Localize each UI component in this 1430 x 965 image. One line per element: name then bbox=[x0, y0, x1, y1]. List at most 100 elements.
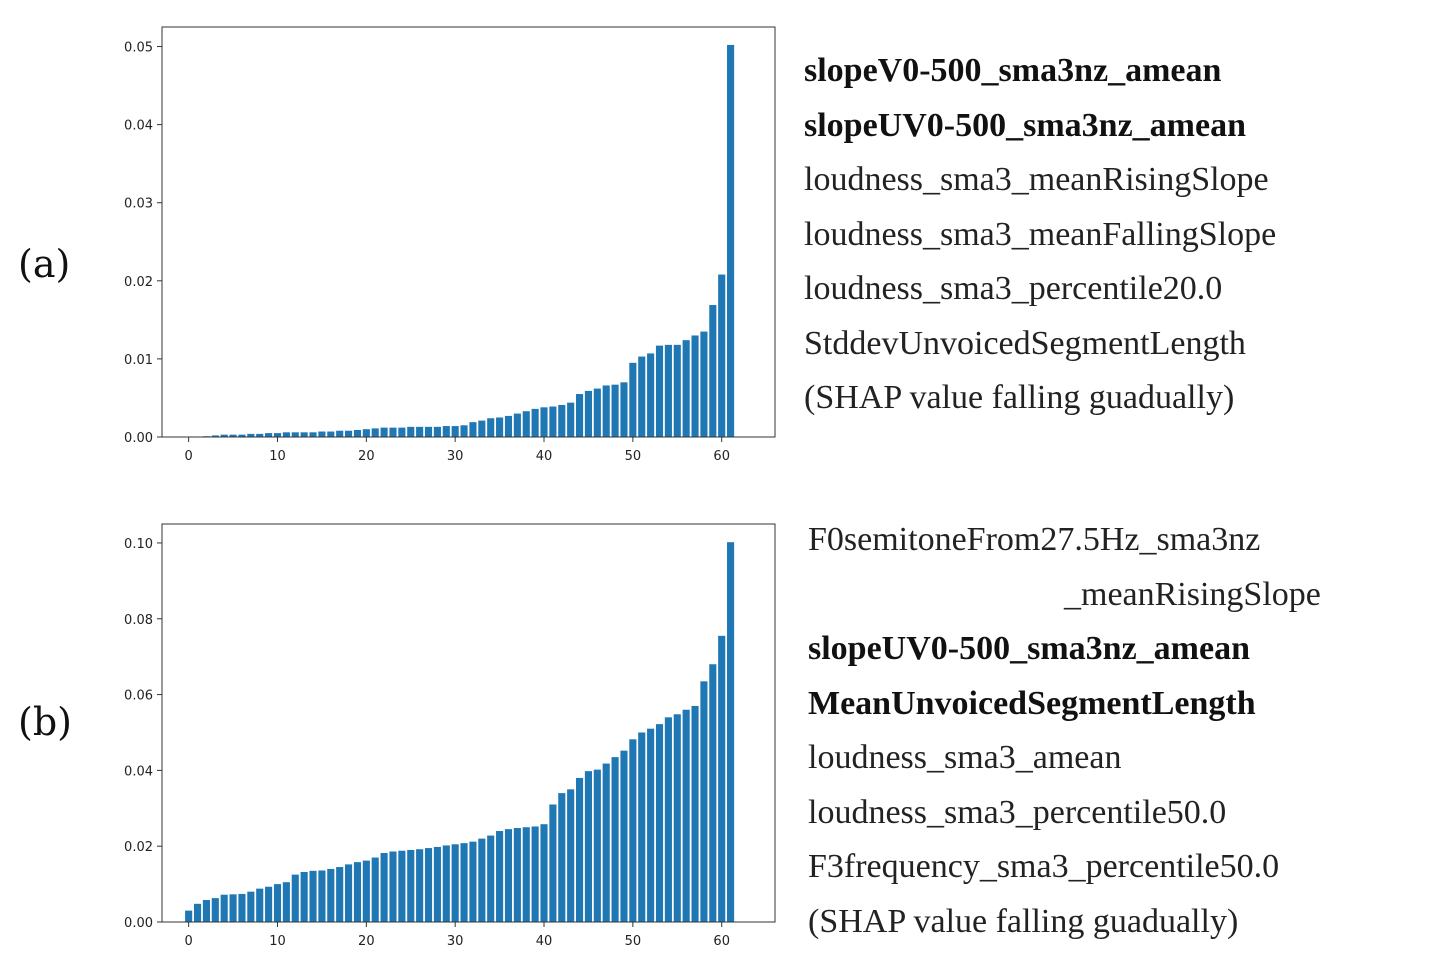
bar bbox=[282, 432, 290, 437]
bar bbox=[424, 848, 433, 922]
feature-label: F3frequency_sma3_percentile50.0 bbox=[808, 848, 1280, 885]
x-tick-label: 0 bbox=[185, 934, 193, 949]
y-tick-label: 0.02 bbox=[124, 275, 153, 290]
feature-label: MeanUnvoicedSegmentLength bbox=[808, 684, 1256, 722]
feature-label: loudness_sma3_percentile50.0 bbox=[808, 793, 1227, 831]
bar bbox=[611, 757, 619, 922]
bar bbox=[193, 903, 202, 922]
y-tick-label: 0.00 bbox=[124, 916, 153, 931]
bar bbox=[407, 426, 415, 437]
bar bbox=[336, 430, 344, 437]
bar bbox=[416, 426, 424, 437]
bar bbox=[513, 413, 521, 437]
feature-label: loudness_sma3_percentile20.0 bbox=[804, 270, 1223, 307]
bar bbox=[247, 433, 255, 437]
bar bbox=[336, 867, 344, 922]
x-tick-label: 20 bbox=[358, 934, 375, 949]
feature-list-b: F0semitoneFrom27.5Hz_sma3nz _meanRisingSl… bbox=[808, 513, 1321, 949]
bar bbox=[433, 426, 441, 437]
bar bbox=[238, 893, 246, 922]
bar bbox=[451, 844, 459, 922]
bar bbox=[496, 417, 504, 437]
bar bbox=[265, 886, 273, 922]
y-tick-label: 0.08 bbox=[124, 613, 153, 628]
bar bbox=[229, 894, 237, 922]
bar bbox=[309, 870, 317, 922]
bar bbox=[389, 427, 397, 437]
feature-label: loudness_sma3_meanFallingSlope bbox=[804, 215, 1277, 253]
x-tick-label: 50 bbox=[625, 934, 642, 949]
bar bbox=[549, 406, 557, 437]
x-tick-label: 10 bbox=[269, 934, 286, 949]
y-tick-label: 0.04 bbox=[124, 119, 153, 134]
bar bbox=[424, 426, 433, 437]
bar bbox=[673, 714, 681, 922]
bar bbox=[629, 362, 637, 437]
bar bbox=[673, 344, 681, 437]
bar bbox=[718, 274, 726, 437]
panel-label-a: (a) bbox=[18, 242, 71, 286]
bar bbox=[211, 898, 219, 922]
bar bbox=[478, 838, 486, 922]
bar bbox=[522, 827, 530, 922]
feature-list-a: slopeV0-500_sma3nz_amean slopeUV0-500_sma… bbox=[804, 44, 1276, 426]
y-tick-label: 0.02 bbox=[124, 840, 153, 855]
bar bbox=[664, 717, 672, 922]
feature-label: loudness_sma3_amean bbox=[808, 739, 1122, 776]
x-tick-label: 0 bbox=[185, 449, 193, 464]
x-tick-label: 40 bbox=[536, 449, 553, 464]
bar bbox=[504, 415, 513, 437]
bar bbox=[584, 771, 592, 922]
bar bbox=[371, 857, 379, 922]
bar bbox=[513, 827, 521, 922]
x-tick-label: 10 bbox=[269, 449, 286, 464]
bar bbox=[442, 845, 450, 922]
bar bbox=[727, 44, 735, 437]
bar bbox=[709, 664, 717, 922]
x-tick-label: 50 bbox=[625, 449, 642, 464]
bar bbox=[487, 835, 495, 922]
x-tick-label: 20 bbox=[358, 449, 375, 464]
bar bbox=[353, 862, 362, 922]
bar bbox=[593, 388, 601, 437]
bar bbox=[273, 433, 282, 437]
bar bbox=[398, 850, 406, 922]
bar bbox=[700, 331, 708, 437]
feature-label: F0semitoneFrom27.5Hz_sma3nz bbox=[808, 521, 1261, 558]
bar bbox=[220, 434, 228, 437]
x-tick-label: 30 bbox=[447, 934, 464, 949]
bar bbox=[647, 728, 655, 922]
feature-label: slopeUV0-500_sma3nz_amean bbox=[808, 630, 1250, 667]
bar bbox=[247, 891, 255, 922]
plot-frame bbox=[161, 523, 776, 923]
bar bbox=[727, 542, 735, 922]
y-tick-label: 0.03 bbox=[124, 197, 153, 212]
bar bbox=[700, 681, 708, 922]
bar bbox=[345, 864, 353, 922]
bar bbox=[273, 884, 282, 922]
bar-chart-b: 0 10 20 30 40 50 60 0.00 0.02 0.04 0.06 0.08 0.10 bbox=[124, 523, 776, 949]
bar bbox=[567, 789, 575, 922]
bar bbox=[362, 860, 370, 922]
bar-chart-a: 0 10 20 30 40 50 60 0.00 0.01 0.02 0.03 0.04 0.05 bbox=[124, 26, 776, 464]
bar bbox=[291, 874, 299, 922]
bar bbox=[549, 804, 557, 922]
bar bbox=[469, 841, 477, 922]
bar bbox=[300, 432, 308, 437]
y-tick-label: 0.01 bbox=[124, 353, 153, 368]
feature-label: StddevUnvoicedSegmentLength bbox=[804, 324, 1246, 362]
bar bbox=[451, 426, 459, 437]
bar bbox=[460, 843, 468, 922]
bar bbox=[558, 793, 566, 922]
bar bbox=[353, 429, 362, 437]
y-tick-label: 0.00 bbox=[124, 431, 153, 446]
bar bbox=[327, 868, 335, 922]
bar bbox=[691, 705, 699, 922]
bar bbox=[469, 422, 477, 437]
bar bbox=[522, 411, 530, 437]
bar bbox=[362, 429, 370, 437]
bar bbox=[620, 750, 628, 922]
bar bbox=[256, 888, 264, 922]
bar bbox=[256, 433, 264, 437]
bar bbox=[611, 384, 619, 437]
